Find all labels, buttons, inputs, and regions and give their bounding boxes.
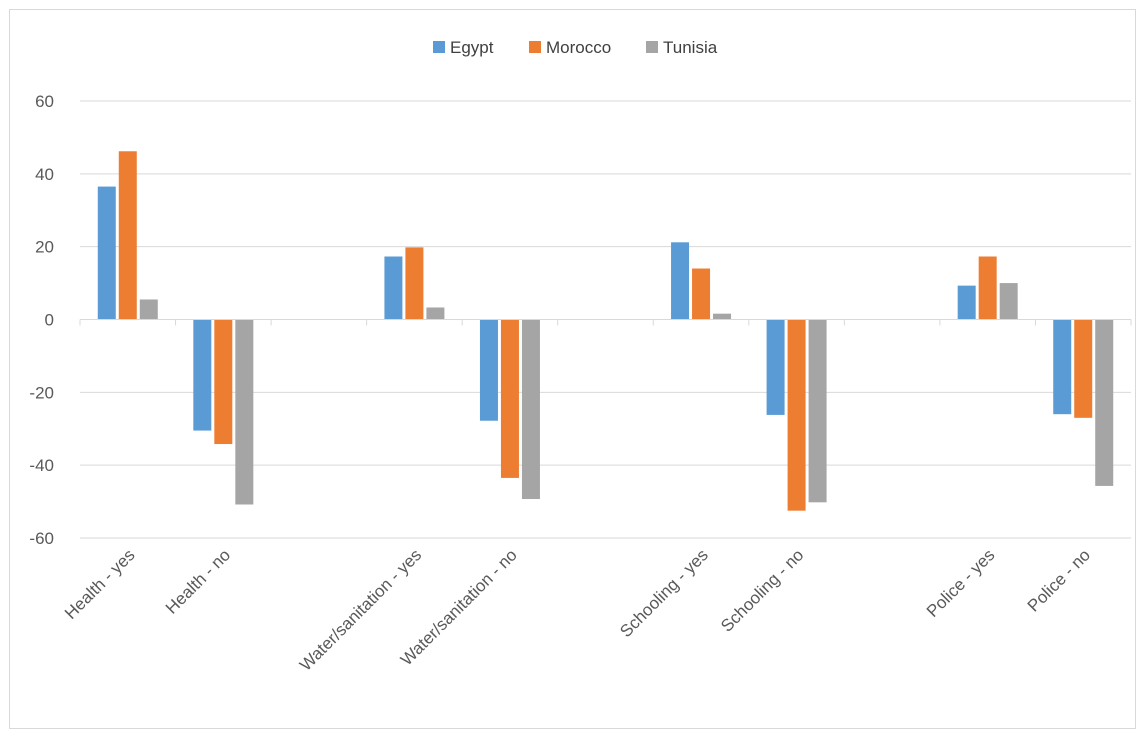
x-tick-label: Schooling - no <box>717 545 807 635</box>
bar-morocco-3 <box>405 247 424 320</box>
bar-morocco-1 <box>214 319 233 445</box>
y-tick-label: -20 <box>29 383 54 402</box>
bar-tunisia-4 <box>521 319 540 500</box>
legend-label-morocco: Morocco <box>546 38 611 57</box>
y-tick-label: 60 <box>35 92 54 111</box>
legend-label-egypt: Egypt <box>450 38 494 57</box>
bar-morocco-6 <box>692 268 711 320</box>
bar-morocco-4 <box>500 319 519 478</box>
bar-tunisia-10 <box>1095 319 1114 486</box>
y-tick-label: 0 <box>45 311 54 330</box>
bar-tunisia-3 <box>426 307 445 320</box>
bar-tunisia-0 <box>139 299 158 320</box>
bar-morocco-9 <box>978 256 997 320</box>
legend-label-tunisia: Tunisia <box>663 38 718 57</box>
bar-tunisia-7 <box>808 319 827 503</box>
x-tick-label: Police - yes <box>923 545 999 621</box>
bars <box>97 151 1114 511</box>
bar-egypt-4 <box>479 319 498 421</box>
y-tick-label: -60 <box>29 529 54 548</box>
bar-morocco-10 <box>1074 319 1093 418</box>
bar-morocco-0 <box>118 151 137 320</box>
bar-egypt-3 <box>384 256 403 320</box>
bar-egypt-0 <box>97 186 116 320</box>
bar-egypt-9 <box>957 285 976 320</box>
bar-egypt-10 <box>1053 319 1072 415</box>
gridlines <box>80 100 1131 539</box>
y-tick-label: 20 <box>35 238 54 257</box>
x-axis <box>79 319 1132 326</box>
bar-tunisia-9 <box>999 283 1018 320</box>
bar-egypt-6 <box>671 242 690 320</box>
bar-egypt-1 <box>193 319 212 431</box>
legend: Egypt Morocco Tunisia <box>433 38 718 57</box>
x-tick-label: Health - no <box>162 545 234 617</box>
bar-tunisia-1 <box>235 319 254 505</box>
legend-swatch-morocco <box>529 41 541 53</box>
bar-tunisia-6 <box>713 313 732 320</box>
legend-swatch-egypt <box>433 41 445 53</box>
y-tick-label: -40 <box>29 456 54 475</box>
x-tick-label: Schooling - yes <box>616 545 712 641</box>
bar-egypt-7 <box>766 319 785 415</box>
y-axis-tick-labels: 60 40 20 0 -20 -40 -60 <box>29 92 54 548</box>
legend-swatch-tunisia <box>646 41 658 53</box>
y-tick-label: 40 <box>35 165 54 184</box>
bar-morocco-7 <box>787 319 806 511</box>
x-tick-label: Health - yes <box>61 545 139 623</box>
x-axis-tick-labels: Health - yes Health - no Water/sanitation … <box>61 545 1094 674</box>
x-tick-label: Police - no <box>1024 545 1094 615</box>
